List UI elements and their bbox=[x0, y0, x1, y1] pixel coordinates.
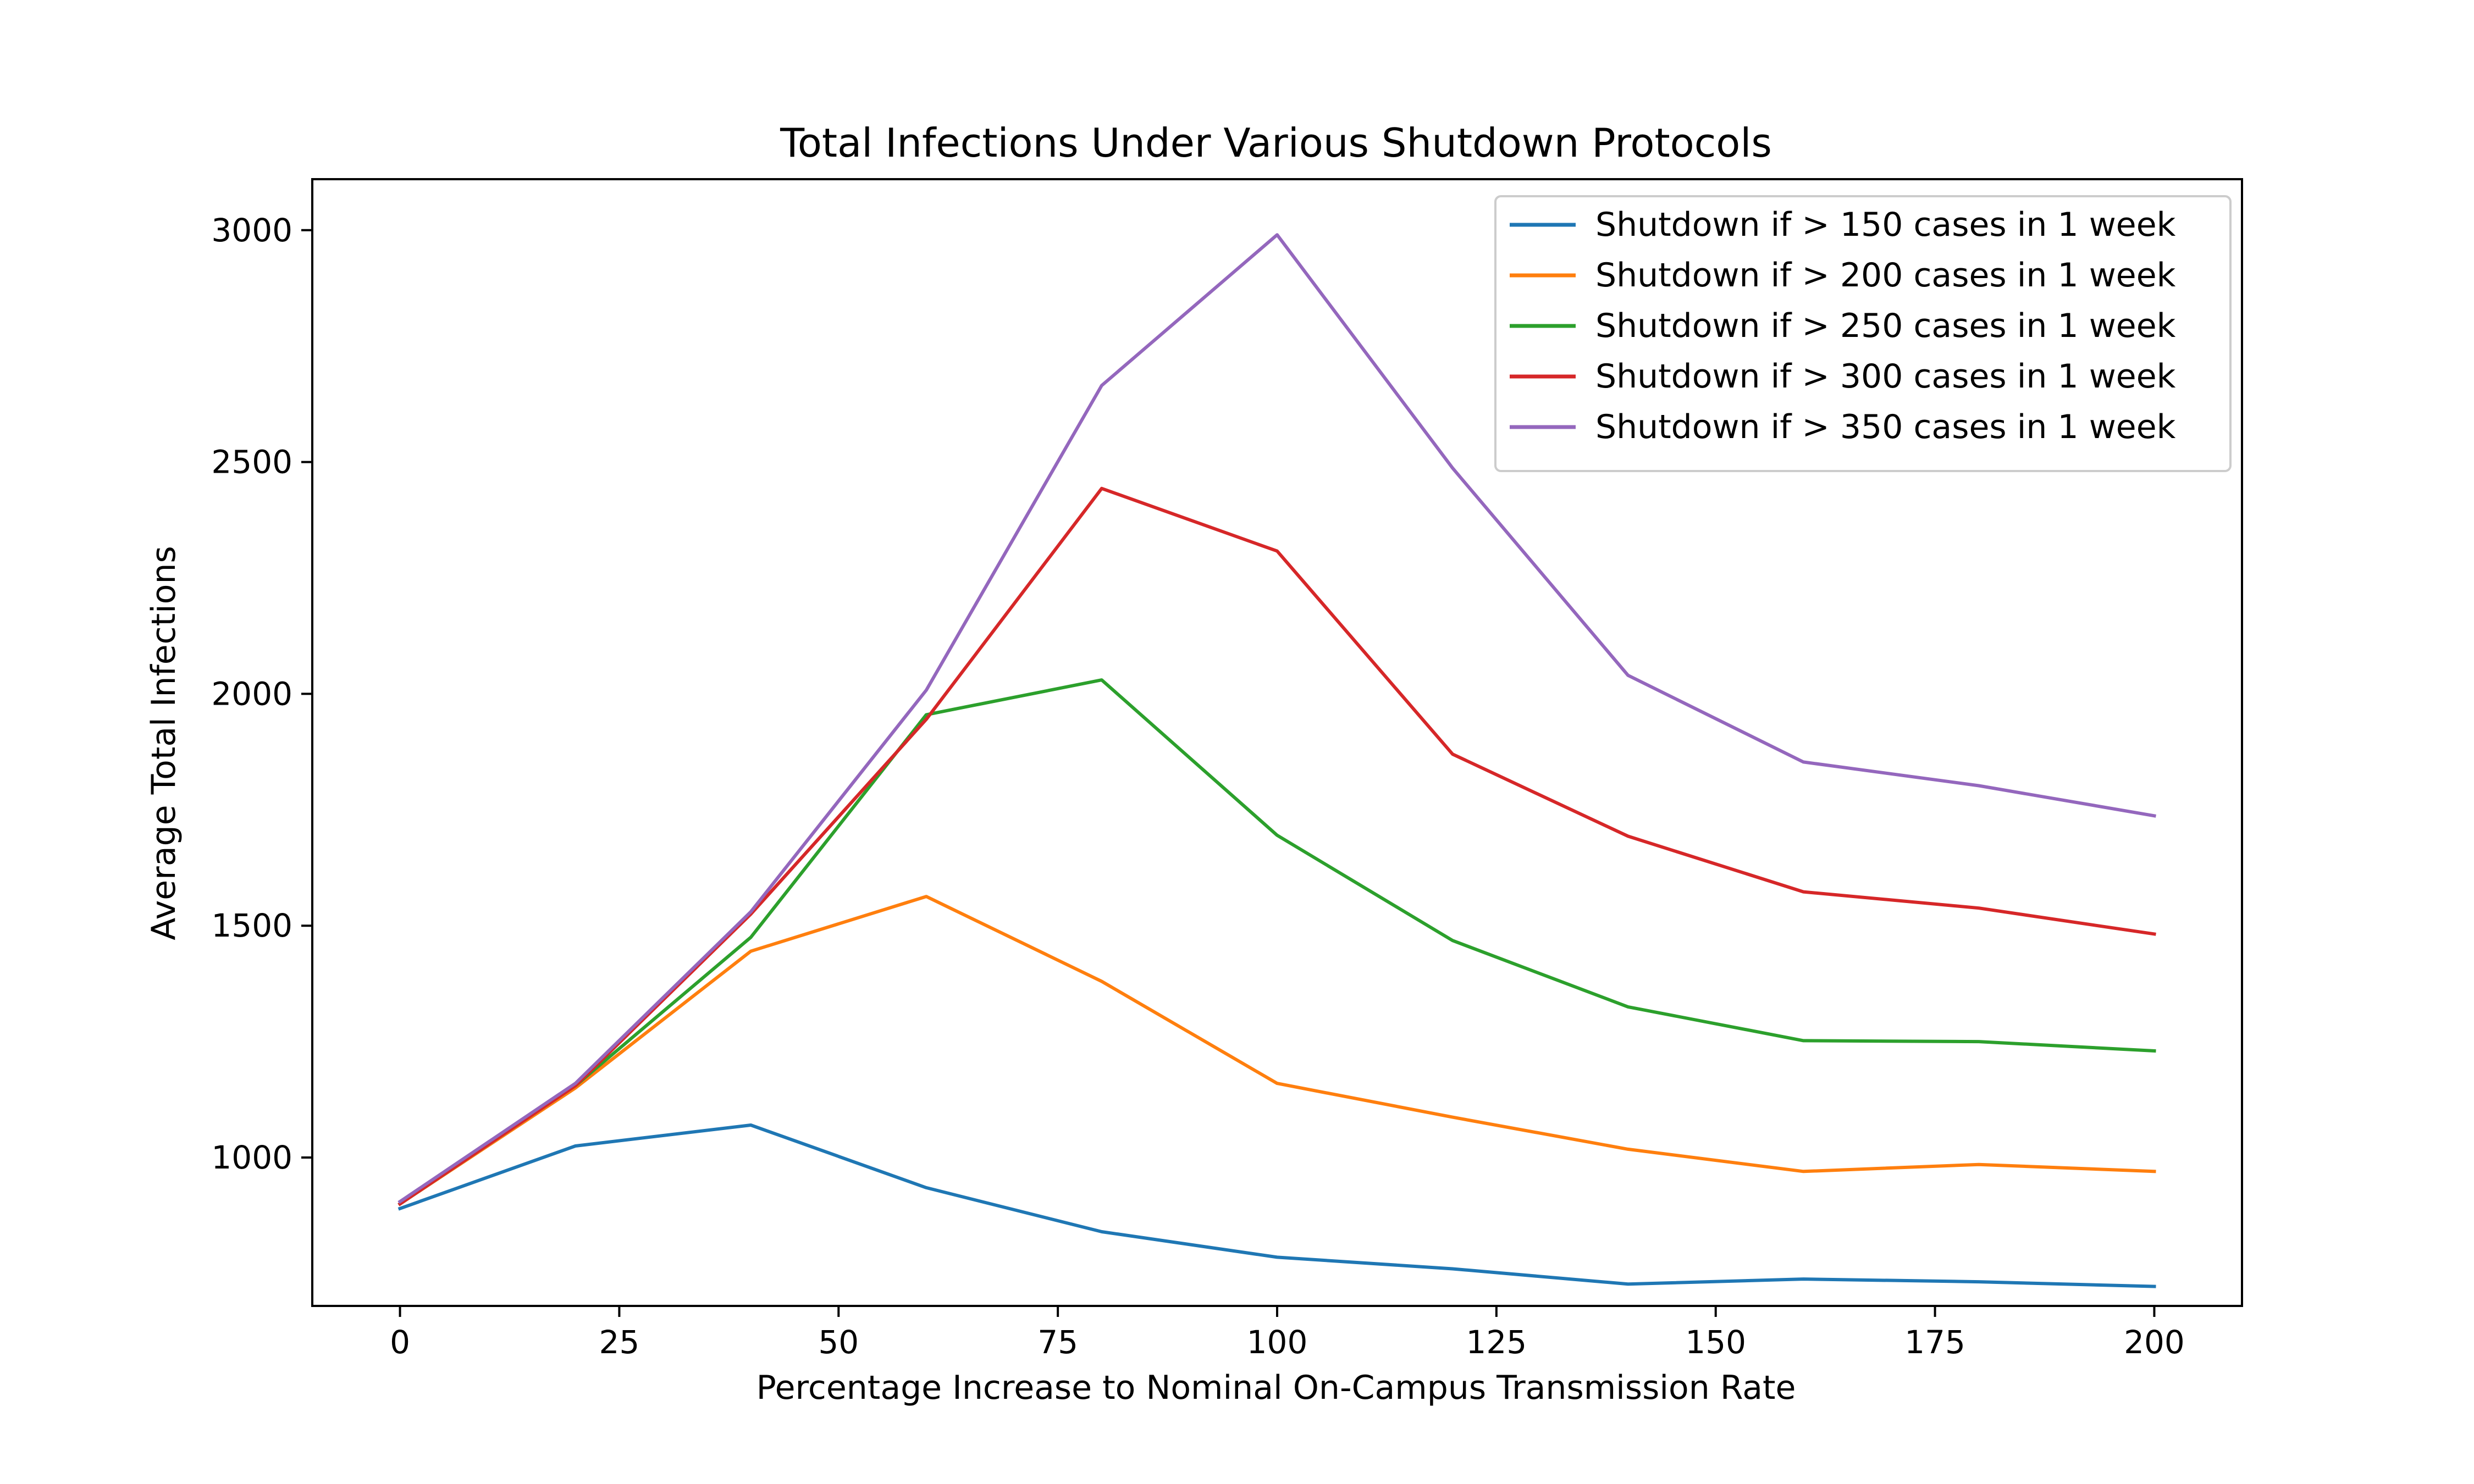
x-tick-label: 50 bbox=[818, 1324, 859, 1361]
x-tick-label: 0 bbox=[390, 1324, 410, 1361]
legend-label: Shutdown if > 200 cases in 1 week bbox=[1595, 256, 2176, 295]
series-line-3 bbox=[397, 678, 2156, 1206]
legend-label: Shutdown if > 250 cases in 1 week bbox=[1595, 307, 2176, 345]
x-axis-ticks: 0 25 50 75 100 125 150 175 200 bbox=[390, 1306, 2185, 1361]
y-tick-label: 1000 bbox=[211, 1139, 292, 1176]
legend: Shutdown if > 150 cases in 1 week Shutdow… bbox=[1494, 195, 2232, 472]
legend-label: Shutdown if > 350 cases in 1 week bbox=[1595, 408, 2176, 446]
legend-label: Shutdown if > 300 cases in 1 week bbox=[1595, 357, 2176, 396]
x-tick-label: 75 bbox=[1037, 1324, 1078, 1361]
series-line-2 bbox=[397, 895, 2156, 1206]
x-tick-label: 25 bbox=[599, 1324, 640, 1361]
legend-label: Shutdown if > 150 cases in 1 week bbox=[1595, 206, 2176, 244]
y-axis-ticks: 1000 1500 2000 2500 3000 bbox=[211, 212, 312, 1176]
y-tick-label: 1500 bbox=[211, 907, 292, 944]
series-line-5 bbox=[397, 233, 2156, 1204]
y-axis-label: Average Total Infections bbox=[145, 546, 183, 940]
y-tick-label: 2000 bbox=[211, 675, 292, 712]
x-tick-label: 100 bbox=[1247, 1324, 1308, 1361]
legend-box bbox=[1494, 195, 2232, 472]
chart-title: Total Infections Under Various Shutdown … bbox=[780, 120, 1772, 166]
y-tick-label: 3000 bbox=[211, 212, 292, 249]
series-line-4 bbox=[397, 486, 2156, 1206]
series-line-1 bbox=[397, 1123, 2156, 1288]
y-tick-label: 2500 bbox=[211, 444, 292, 481]
x-axis-label: Percentage Increase to Nominal On-Campus… bbox=[756, 1369, 1796, 1407]
plot-area bbox=[397, 233, 2156, 1288]
x-tick-label: 150 bbox=[1685, 1324, 1746, 1361]
x-tick-label: 200 bbox=[2124, 1324, 2185, 1361]
plot-frame bbox=[311, 178, 2243, 1307]
x-tick-label: 125 bbox=[1466, 1324, 1527, 1361]
x-tick-label: 175 bbox=[1904, 1324, 1965, 1361]
